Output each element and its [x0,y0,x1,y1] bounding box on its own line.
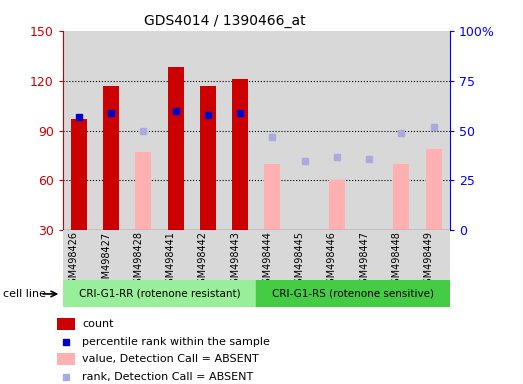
Bar [160,230,192,280]
Text: CRI-G1-RR (rotenone resistant): CRI-G1-RR (rotenone resistant) [78,289,241,299]
Bar [127,230,160,280]
Text: rank, Detection Call = ABSENT: rank, Detection Call = ABSENT [82,372,254,382]
Bar [200,86,216,230]
Bar [103,86,119,230]
Bar [393,164,410,230]
Text: GSM498447: GSM498447 [359,232,369,290]
Bar [256,230,289,280]
Bar [289,230,321,280]
Bar [321,31,353,230]
Bar [71,119,87,230]
Bar [192,31,224,230]
Bar [321,230,353,280]
Bar [63,280,256,307]
Bar [289,31,321,230]
FancyBboxPatch shape [57,353,75,365]
Text: GSM498448: GSM498448 [391,232,402,290]
Text: count: count [82,319,113,329]
Text: GSM498446: GSM498446 [327,232,337,290]
Text: percentile rank within the sample: percentile rank within the sample [82,337,270,347]
Bar [127,31,160,230]
Bar [385,230,417,280]
Bar [256,280,450,307]
Bar [63,230,95,280]
Text: GSM498443: GSM498443 [230,232,240,290]
Bar [417,230,450,280]
Bar [385,31,417,230]
Bar [426,149,442,230]
Text: value, Detection Call = ABSENT: value, Detection Call = ABSENT [82,354,259,364]
Text: CRI-G1-RS (rotenone sensitive): CRI-G1-RS (rotenone sensitive) [272,289,434,299]
Bar [95,31,127,230]
Bar [329,180,345,230]
Bar [264,164,280,230]
Bar [353,31,385,230]
Text: GSM498444: GSM498444 [263,232,272,290]
FancyBboxPatch shape [57,318,75,330]
Text: GSM498445: GSM498445 [294,232,304,290]
Bar [232,79,248,230]
Text: GSM498426: GSM498426 [69,232,79,290]
Bar [160,31,192,230]
Bar [224,230,256,280]
Bar [224,31,256,230]
Text: GSM498427: GSM498427 [101,232,111,291]
Bar [417,31,450,230]
Bar [192,230,224,280]
Text: GSM498449: GSM498449 [424,232,434,290]
Title: GDS4014 / 1390466_at: GDS4014 / 1390466_at [144,14,306,28]
Text: GSM498428: GSM498428 [133,232,143,290]
Bar [95,230,127,280]
Text: GSM498441: GSM498441 [166,232,176,290]
Bar [256,31,289,230]
Bar [167,67,184,230]
Text: GSM498442: GSM498442 [198,232,208,290]
Bar [135,152,152,230]
Bar [353,230,385,280]
Bar [63,31,95,230]
Text: cell line: cell line [3,289,46,299]
